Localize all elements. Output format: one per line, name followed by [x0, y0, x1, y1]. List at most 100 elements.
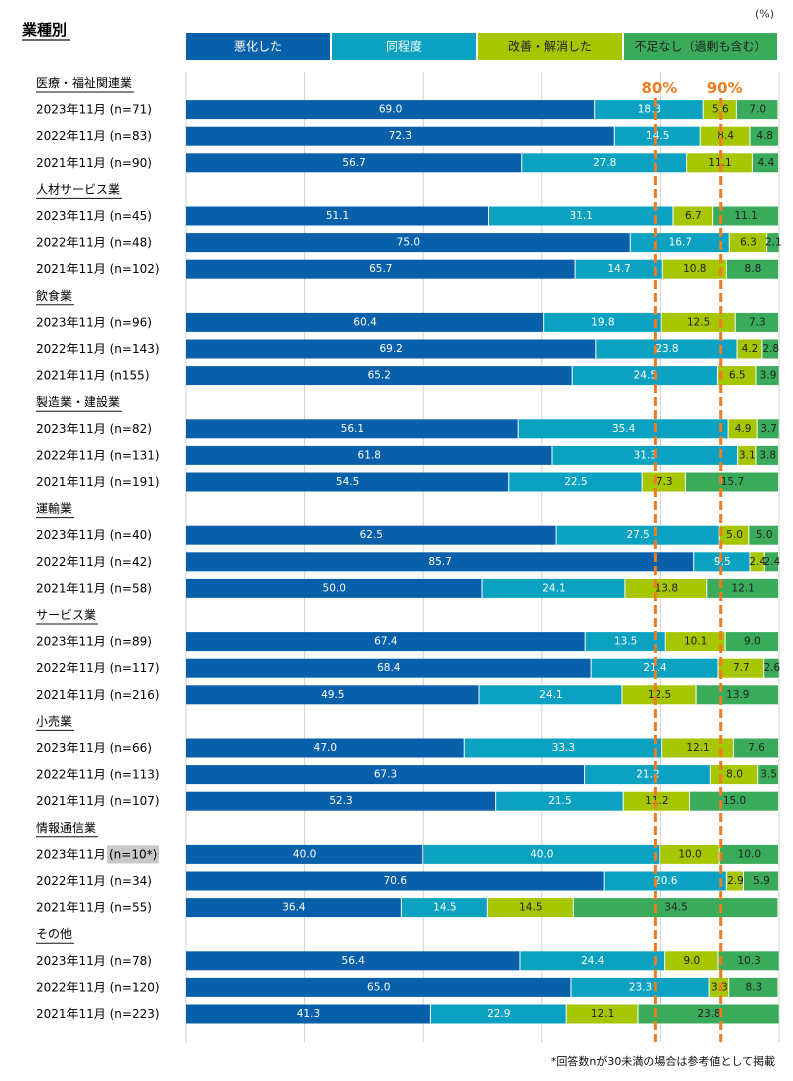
- data-label-2-2-s0: 65.2: [368, 370, 391, 382]
- bar-3-2-s1: [509, 472, 642, 492]
- bar-8-0-s3: [718, 951, 779, 971]
- bar-5-0-s0: [186, 632, 585, 652]
- group-header-2: 飲食業: [36, 288, 72, 303]
- bar-5-1-s0: [186, 658, 591, 678]
- data-label-1-0-s0: 51.1: [326, 210, 349, 222]
- data-label-2-1-s1: 23.8: [655, 343, 678, 355]
- data-label-6-0-s2: 12.1: [686, 742, 709, 754]
- row-label-7-1: 2022年11月 (n=34): [36, 874, 152, 888]
- bar-1-2-s3: [726, 259, 778, 279]
- data-label-4-1-s1: 9.5: [714, 556, 731, 568]
- data-label-0-0-s1: 18.3: [638, 104, 661, 116]
- legend-swatch-1: [332, 33, 476, 60]
- bar-7-2-s1: [401, 898, 487, 918]
- bar-0-0-s2: [703, 100, 736, 120]
- data-label-3-0-s1: 35.4: [612, 423, 636, 435]
- row-label-4-1: 2022年11月 (n=42): [36, 555, 152, 569]
- legend-swatch-3: [624, 33, 777, 60]
- bar-6-0-s0: [186, 738, 464, 758]
- bar-2-1-s1: [596, 339, 737, 359]
- data-label-3-0-s3: 3.7: [760, 423, 777, 435]
- row-label-1-2: 2021年11月 (n=102): [36, 262, 160, 276]
- bar-0-1-s3: [750, 126, 778, 146]
- bar-7-0-s1: [423, 844, 660, 864]
- bar-6-1-s0: [186, 765, 585, 785]
- data-label-3-0-s0: 56.1: [341, 423, 364, 435]
- bar-7-1-s2: [726, 871, 744, 891]
- group-header-3: 製造業・建設業: [36, 394, 120, 409]
- data-label-4-0-s1: 27.5: [626, 529, 649, 541]
- data-label-6-1-s1: 21.2: [636, 769, 659, 781]
- data-label-7-2-s1: 14.5: [433, 902, 456, 914]
- bar-7-2-s2: [487, 898, 573, 918]
- data-label-4-1-s0: 85.7: [428, 556, 451, 568]
- bar-5-2-s1: [479, 685, 622, 705]
- row-label-5-0: 2023年11月 (n=89): [36, 635, 152, 649]
- data-label-4-1-s2: 2.4: [749, 556, 766, 568]
- bar-7-1-s0: [186, 871, 604, 891]
- row-label-8-2: 2021年11月 (n=223): [36, 1007, 160, 1021]
- bar-3-0-s3: [757, 419, 779, 439]
- data-label-8-1-s0: 65.0: [367, 981, 390, 993]
- data-label-3-2-s3: 15.7: [721, 476, 744, 488]
- data-label-0-0-s3: 7.0: [749, 104, 766, 116]
- bar-6-1-s2: [710, 765, 758, 785]
- bar-2-0-s0: [186, 312, 544, 332]
- data-label-5-0-s0: 67.4: [374, 636, 398, 648]
- data-label-5-1-s1: 21.4: [643, 662, 667, 674]
- data-label-8-1-s1: 23.3: [629, 981, 652, 993]
- bar-8-1-s0: [186, 977, 571, 997]
- bar-8-0-s0: [186, 951, 520, 971]
- bar-2-1-s0: [186, 339, 596, 359]
- bar-0-2-s2: [687, 153, 752, 173]
- data-label-1-1-s3: 2.1: [765, 237, 782, 249]
- data-label-5-1-s0: 68.4: [377, 662, 401, 674]
- bar-7-0-s0: [186, 844, 423, 864]
- data-label-8-2-s2: 12.1: [591, 1008, 614, 1020]
- data-label-2-1-s0: 69.2: [379, 343, 402, 355]
- bar-0-2-s1: [522, 153, 687, 173]
- bar-0-2-s3: [752, 153, 778, 173]
- data-label-1-0-s1: 31.1: [570, 210, 593, 222]
- bar-4-2-s0: [186, 578, 482, 598]
- bar-2-1-s3: [762, 339, 778, 359]
- bar-8-2-s2: [566, 1004, 638, 1024]
- bar-4-0-s2: [719, 525, 749, 545]
- bar-3-1-s2: [738, 445, 756, 465]
- bar-2-1-s2: [737, 339, 762, 359]
- legend-label-0: 悪化した: [234, 40, 282, 54]
- data-label-1-2-s3: 8.8: [745, 263, 762, 275]
- bar-6-0-s1: [464, 738, 662, 758]
- bar-1-2-s0: [186, 259, 575, 279]
- data-label-7-2-s3: 34.5: [664, 902, 687, 914]
- bar-3-0-s2: [728, 419, 757, 439]
- row-label-8-1: 2022年11月 (n=120): [36, 980, 160, 994]
- bar-7-1-s1: [604, 871, 726, 891]
- row-label-3-1: 2022年11月 (n=131): [36, 448, 160, 462]
- bar-6-1-s1: [585, 765, 710, 785]
- data-label-0-2-s2: 11.1: [708, 157, 731, 169]
- legend-swatch-0: [186, 33, 330, 60]
- row-label-6-0: 2023年11月 (n=66): [36, 741, 152, 755]
- row-label-1-0: 2023年11月 (n=45): [36, 209, 152, 223]
- data-label-0-1-s3: 4.8: [756, 130, 773, 142]
- bar-5-1-s2: [718, 658, 764, 678]
- data-label-8-0-s2: 9.0: [683, 955, 700, 967]
- bar-4-2-s3: [707, 578, 778, 598]
- data-label-7-0-s2: 10.0: [678, 848, 701, 860]
- legend-swatch-2: [478, 33, 622, 60]
- data-label-4-2-s3: 12.1: [731, 582, 754, 594]
- bar-6-2-s0: [186, 791, 496, 811]
- data-label-1-1-s1: 16.7: [669, 237, 692, 249]
- data-label-6-1-s3: 3.5: [760, 769, 777, 781]
- data-label-7-1-s1: 20.6: [654, 875, 678, 887]
- legend-label-1: 同程度: [386, 39, 422, 54]
- data-label-6-0-s0: 47.0: [314, 742, 337, 754]
- bar-0-1-s0: [186, 126, 614, 146]
- bar-5-0-s3: [725, 632, 778, 652]
- bar-8-1-s3: [729, 977, 778, 997]
- reference-label-80: 80%: [641, 79, 677, 97]
- row-label-7-0: 2023年11月 (n=10*): [36, 847, 157, 861]
- bar-0-2-s0: [186, 153, 522, 173]
